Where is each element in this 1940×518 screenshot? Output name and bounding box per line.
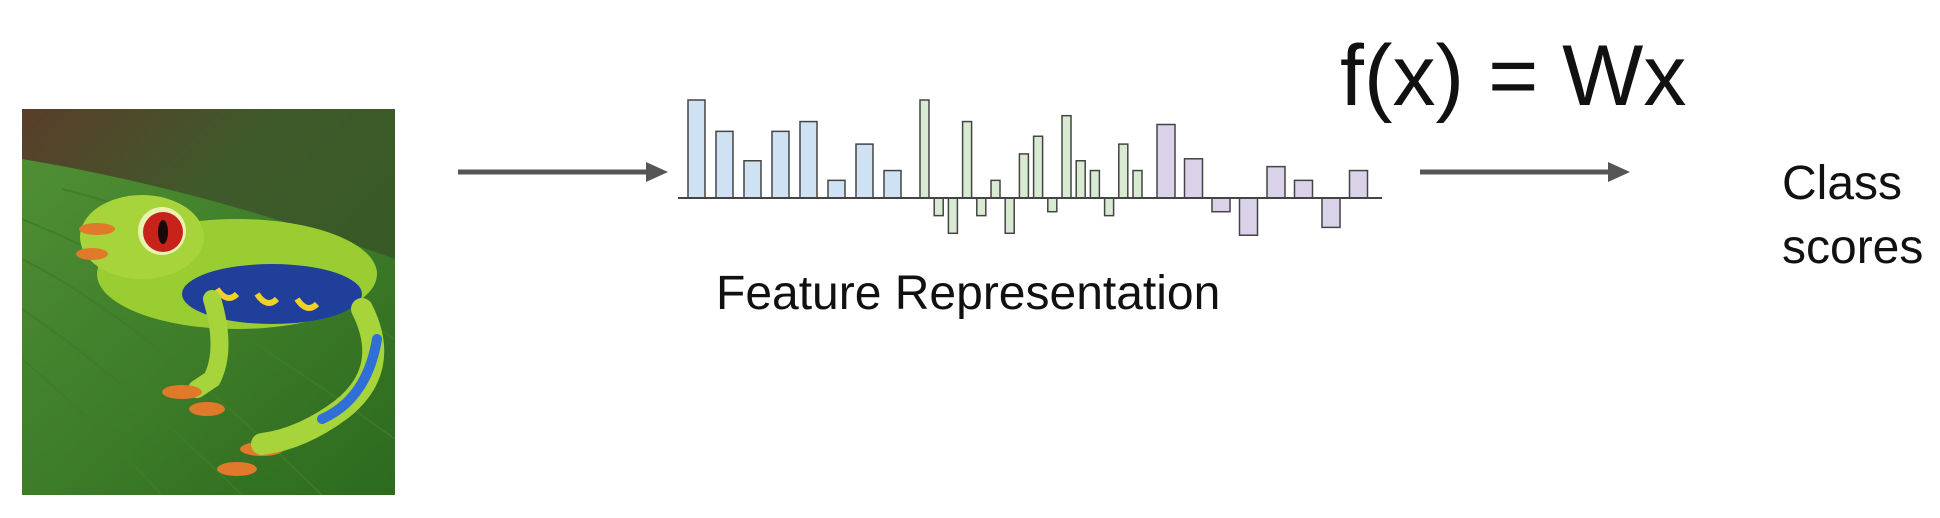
arrow-head xyxy=(1608,162,1630,182)
feature-bar xyxy=(990,179,1001,199)
feature-bar xyxy=(827,179,846,199)
feature-bar xyxy=(919,99,930,199)
feature-bar xyxy=(1211,197,1231,213)
feature-bar xyxy=(947,197,959,235)
feature-bar xyxy=(1061,114,1072,199)
feature-bar xyxy=(799,120,818,199)
feature-bar xyxy=(1132,169,1143,199)
feature-bar xyxy=(715,130,734,199)
feature-bar xyxy=(1266,165,1286,199)
feature-bar xyxy=(771,130,790,199)
feature-bar xyxy=(855,143,874,199)
feature-bar xyxy=(1032,135,1044,199)
feature-bar xyxy=(1047,197,1058,213)
feature-bar xyxy=(1089,169,1101,199)
feature-bar xyxy=(1018,153,1030,199)
feature-bar xyxy=(976,197,987,217)
feature-bar xyxy=(1103,197,1115,217)
class-scores-line-1: Class xyxy=(1782,157,1903,210)
feature-bar xyxy=(1004,197,1015,235)
feature-bar xyxy=(1321,197,1341,229)
feature-bar xyxy=(743,160,762,199)
feature-bar xyxy=(1183,158,1204,199)
arrow-head xyxy=(646,162,668,182)
frog-photo xyxy=(22,109,395,495)
arrow-to-features xyxy=(458,162,668,182)
feature-representation-caption: Feature Representation xyxy=(716,267,1221,320)
feature-bar xyxy=(1075,160,1086,199)
feature-bar xyxy=(687,99,706,199)
class-scores-line-2: scores xyxy=(1782,221,1924,274)
arrow-to-scores xyxy=(1420,162,1630,182)
feature-bar xyxy=(883,169,902,199)
feature-bar xyxy=(933,197,944,217)
class-scores-label: Class scores xyxy=(1782,152,1923,280)
feature-bar xyxy=(1156,123,1176,199)
feature-bar xyxy=(961,120,973,199)
feature-bar xyxy=(1238,197,1259,236)
input-image-frog xyxy=(22,109,395,495)
feature-bar xyxy=(1293,179,1314,199)
feature-bars xyxy=(687,99,1369,236)
feature-representation-histogram xyxy=(678,99,1382,236)
feature-bar xyxy=(1348,169,1369,199)
linear-classifier-formula: f(x) = Wx xyxy=(1340,28,1687,124)
feature-bar xyxy=(1118,143,1129,199)
